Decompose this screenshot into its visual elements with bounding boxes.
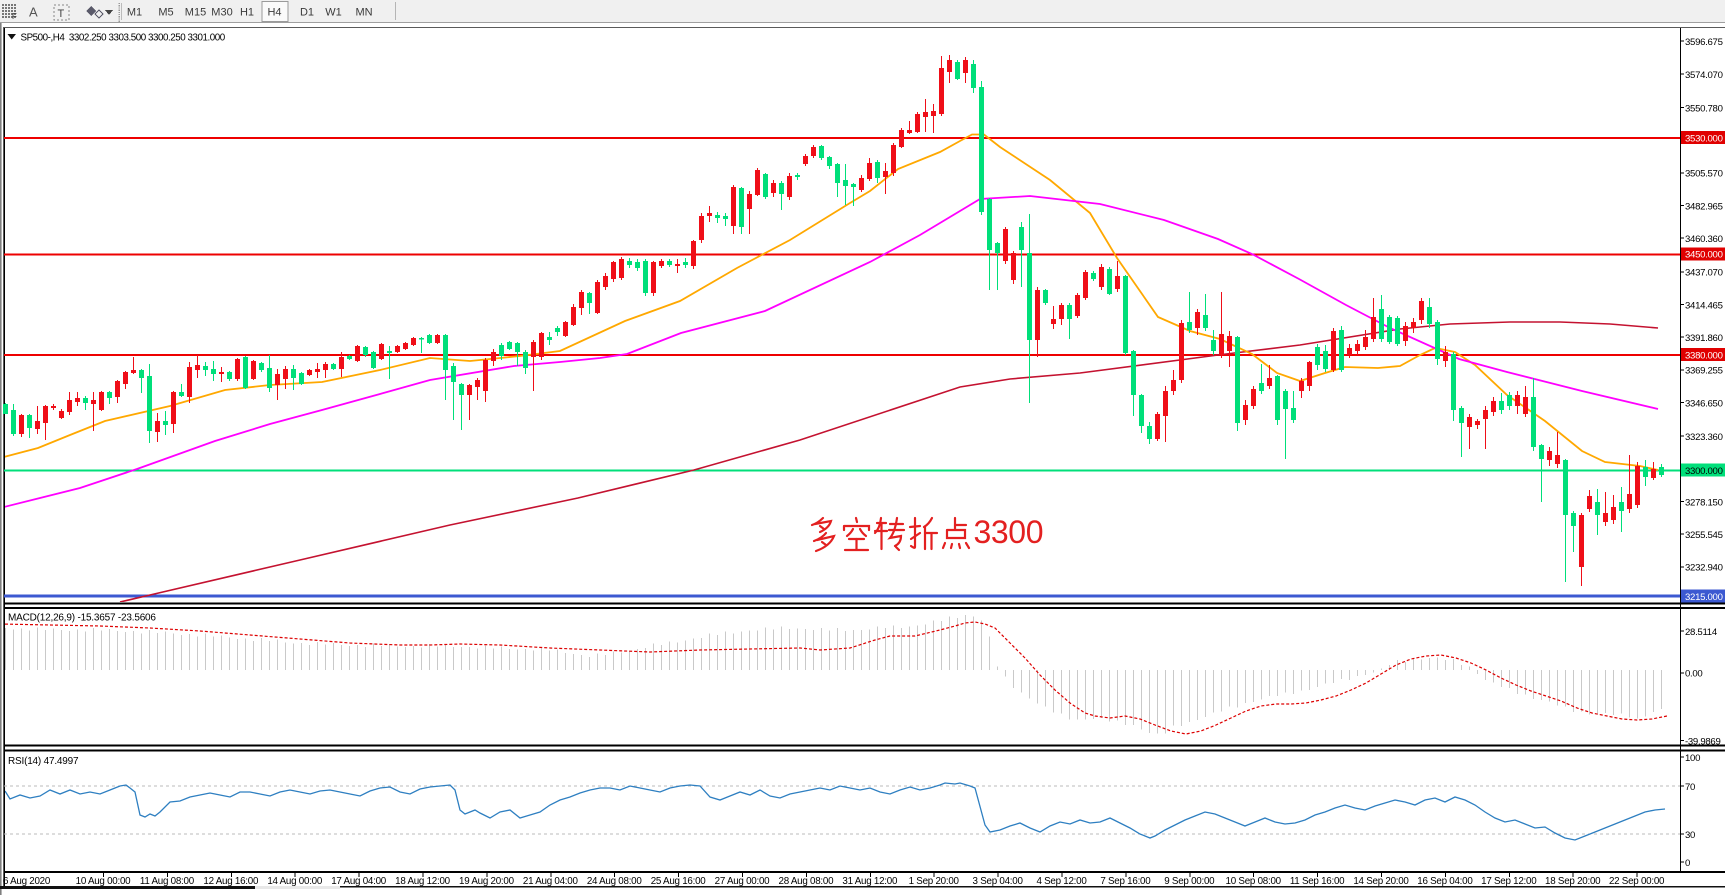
svg-text:3505.570: 3505.570 (1685, 169, 1723, 180)
svg-text:H1: H1 (240, 7, 254, 19)
svg-text:W1: W1 (325, 7, 342, 19)
svg-text:3391.860: 3391.860 (1685, 333, 1723, 344)
svg-text:9 Sep 00:00: 9 Sep 00:00 (1164, 876, 1215, 887)
svg-text:22 Sep 00:00: 22 Sep 00:00 (1609, 876, 1665, 887)
svg-text:18 Sep 20:00: 18 Sep 20:00 (1545, 876, 1601, 887)
svg-text:M5: M5 (158, 7, 173, 19)
svg-text:3323.360: 3323.360 (1685, 432, 1723, 443)
svg-text:4 Sep 12:00: 4 Sep 12:00 (1036, 876, 1087, 887)
svg-text:18 Aug 12:00: 18 Aug 12:00 (395, 876, 451, 887)
svg-text:3300.000: 3300.000 (1685, 466, 1723, 477)
svg-text:12 Aug 16:00: 12 Aug 16:00 (203, 876, 259, 887)
svg-text:14 Sep 20:00: 14 Sep 20:00 (1353, 876, 1409, 887)
svg-text:100: 100 (1685, 753, 1700, 764)
svg-text:3482.965: 3482.965 (1685, 201, 1723, 212)
svg-text:3300: 3300 (974, 514, 1044, 550)
svg-text:3574.070: 3574.070 (1685, 70, 1723, 81)
svg-text:-39.9869: -39.9869 (1685, 736, 1720, 747)
svg-text:3 Sep 04:00: 3 Sep 04:00 (973, 876, 1024, 887)
svg-text:M30: M30 (211, 7, 232, 19)
svg-text:30: 30 (1685, 830, 1695, 841)
svg-text:70: 70 (1685, 782, 1695, 793)
svg-text:17 Sep 12:00: 17 Sep 12:00 (1481, 876, 1537, 887)
svg-text:25 Aug 16:00: 25 Aug 16:00 (651, 876, 707, 887)
svg-text:M15: M15 (185, 7, 206, 19)
svg-text:24 Aug 08:00: 24 Aug 08:00 (587, 876, 643, 887)
svg-text:21 Aug 04:00: 21 Aug 04:00 (523, 876, 579, 887)
svg-text:28.5114: 28.5114 (1685, 627, 1718, 638)
svg-text:T: T (58, 8, 65, 20)
svg-text:19 Aug 20:00: 19 Aug 20:00 (459, 876, 515, 887)
svg-text:3278.150: 3278.150 (1685, 497, 1723, 508)
svg-text:16 Sep 04:00: 16 Sep 04:00 (1417, 876, 1473, 887)
svg-text:0: 0 (1685, 858, 1690, 869)
svg-text:RSI(14) 47.4997: RSI(14) 47.4997 (8, 756, 79, 767)
svg-text:3380.000: 3380.000 (1685, 351, 1723, 362)
svg-text:3346.650: 3346.650 (1685, 398, 1723, 409)
svg-text:M1: M1 (127, 7, 142, 19)
svg-text:3369.255: 3369.255 (1685, 366, 1723, 377)
svg-text:31 Aug 12:00: 31 Aug 12:00 (842, 876, 898, 887)
svg-text:17 Aug 04:00: 17 Aug 04:00 (331, 876, 387, 887)
svg-text:F: F (12, 12, 17, 21)
svg-text:11 Sep 16:00: 11 Sep 16:00 (1290, 876, 1345, 887)
svg-text:3530.000: 3530.000 (1685, 133, 1723, 144)
svg-text:27 Aug 00:00: 27 Aug 00:00 (715, 876, 771, 887)
svg-text:3550.780: 3550.780 (1685, 103, 1723, 114)
svg-text:11 Aug 08:00: 11 Aug 08:00 (140, 876, 195, 887)
svg-text:3450.000: 3450.000 (1685, 250, 1723, 261)
svg-text:1 Sep 20:00: 1 Sep 20:00 (909, 876, 960, 887)
svg-text:SP500-,H4 3302.250 3303.500 3: SP500-,H4 3302.250 3303.500 3300.250 330… (21, 33, 226, 44)
svg-text:3255.545: 3255.545 (1685, 530, 1723, 541)
svg-text:7 Sep 16:00: 7 Sep 16:00 (1100, 876, 1151, 887)
svg-text:3437.070: 3437.070 (1685, 268, 1723, 279)
svg-text:3596.675: 3596.675 (1685, 37, 1723, 48)
svg-text:6 Aug 2020: 6 Aug 2020 (3, 876, 51, 887)
svg-text:MACD(12,26,9) -15.3657 -23.560: MACD(12,26,9) -15.3657 -23.5606 (8, 613, 156, 624)
svg-text:10 Sep 08:00: 10 Sep 08:00 (1226, 876, 1282, 887)
svg-text:0.00: 0.00 (1685, 669, 1702, 680)
svg-text:3460.360: 3460.360 (1685, 234, 1723, 245)
svg-text:3414.465: 3414.465 (1685, 300, 1723, 311)
svg-text:14 Aug 00:00: 14 Aug 00:00 (267, 876, 323, 887)
svg-text:D1: D1 (300, 7, 314, 19)
svg-text:10 Aug 00:00: 10 Aug 00:00 (76, 876, 132, 887)
svg-text:28 Aug 08:00: 28 Aug 08:00 (779, 876, 835, 887)
svg-text:A: A (29, 5, 38, 20)
svg-text:3232.940: 3232.940 (1685, 563, 1723, 574)
svg-text:MN: MN (355, 7, 372, 19)
svg-text:3215.000: 3215.000 (1685, 592, 1723, 603)
svg-text:H4: H4 (267, 7, 281, 19)
